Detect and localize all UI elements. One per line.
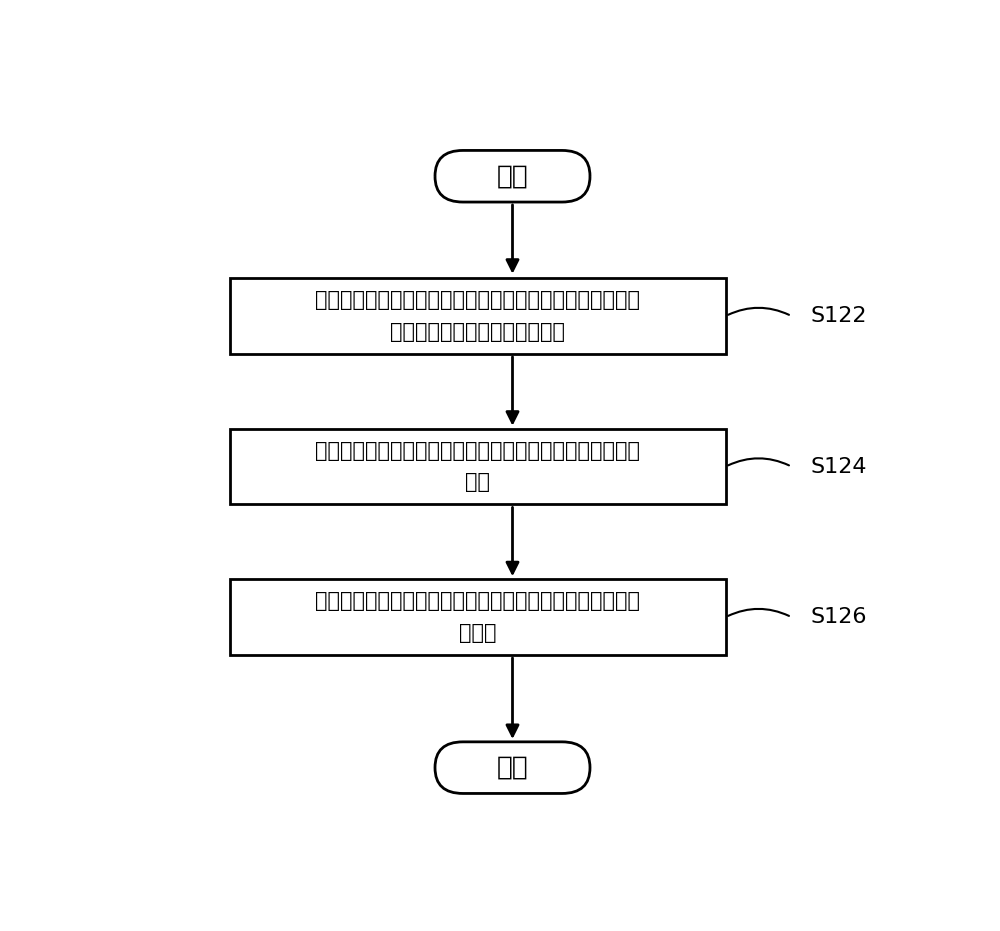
Text: S126: S126 [811,607,867,627]
Text: 取生物组织预设深度的采样信号: 取生物组织预设深度的采样信号 [390,322,565,342]
Text: 将采样信号与多个尺度的高斯核函数卷积，构成多尺度信号: 将采样信号与多个尺度的高斯核函数卷积，构成多尺度信号 [315,440,640,461]
Text: S122: S122 [811,306,867,326]
Bar [230,429,726,505]
Bar [230,278,726,354]
Text: 号空间: 号空间 [459,623,496,643]
Text: 将相邻的多尺度信号空间信号相减，构成多尺度高斯差分信: 将相邻的多尺度信号空间信号相减，构成多尺度高斯差分信 [315,591,640,612]
Text: 结束: 结束 [497,755,528,781]
Text: S124: S124 [811,456,867,477]
Text: 开始: 开始 [497,163,528,189]
FancyBboxPatch shape [435,742,590,793]
Bar [230,579,726,654]
Text: 对所述压缩前和压缩后的超声波射频回波信号进行采样，提: 对所述压缩前和压缩后的超声波射频回波信号进行采样，提 [315,290,640,310]
FancyBboxPatch shape [435,151,590,202]
Text: 空间: 空间 [465,472,490,492]
